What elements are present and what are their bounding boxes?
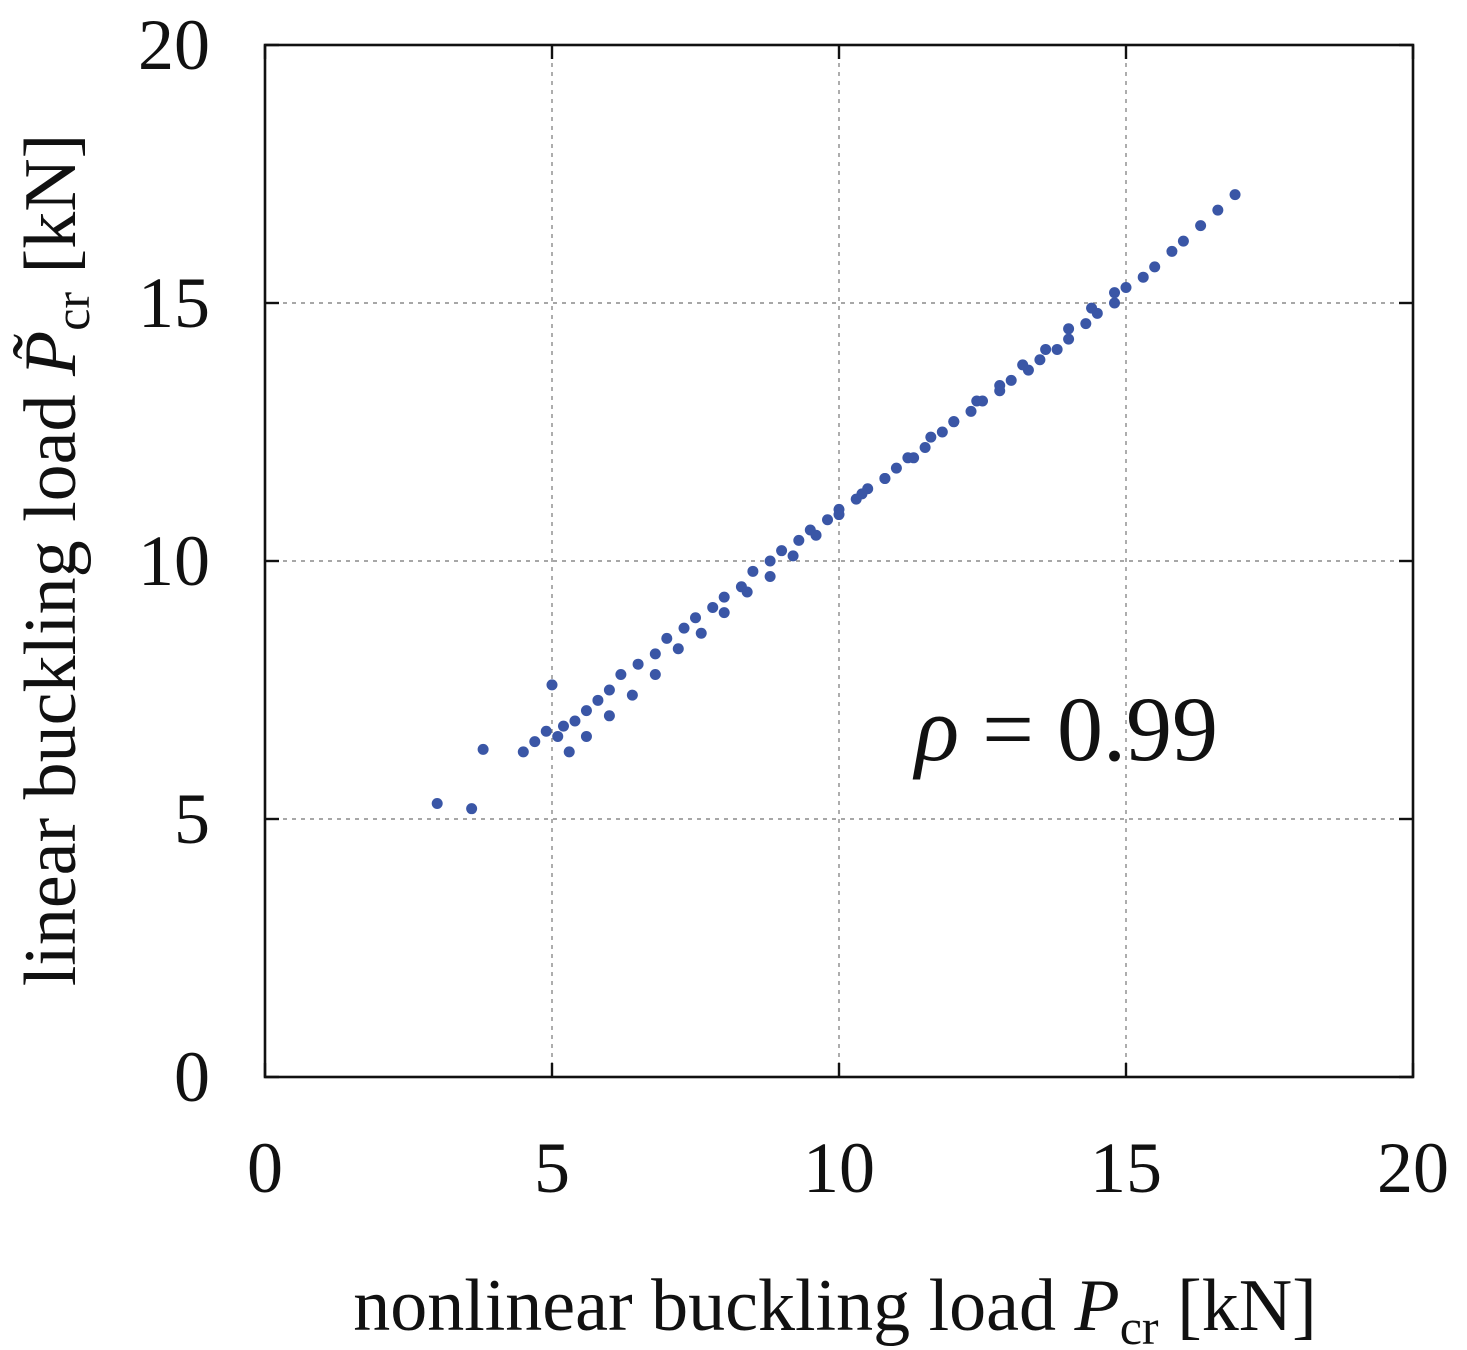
y-tick-label: 20: [138, 5, 210, 85]
scatter-point: [557, 720, 569, 732]
scatter-point: [431, 798, 443, 810]
scatter-point: [517, 746, 529, 758]
scatter-point: [764, 570, 776, 582]
scatter-point: [1229, 189, 1241, 201]
scatter-point: [603, 684, 615, 696]
y-tick-label: 10: [138, 521, 210, 601]
y-axis-label-symbol: P̃: [10, 331, 92, 377]
scatter-point: [678, 622, 690, 634]
scatter-point: [741, 586, 753, 598]
scatter-point: [466, 803, 478, 815]
y-axis-label-unit: [kN]: [10, 134, 92, 292]
scatter-point: [822, 514, 834, 526]
x-tick-labels: 0 5 10 15 20: [247, 1128, 1449, 1208]
scatter-point: [919, 441, 931, 453]
annotation-symbol: ρ: [912, 678, 959, 780]
scatter-point: [810, 529, 822, 541]
scatter-point: [1086, 302, 1098, 314]
scatter-point: [580, 730, 592, 742]
scatter-point: [649, 648, 661, 660]
x-axis-label-unit: [kN]: [1159, 1265, 1317, 1347]
scatter-point: [695, 627, 707, 639]
scatter-point: [833, 509, 845, 521]
scatter-point: [902, 452, 914, 464]
scatter-point: [707, 601, 719, 613]
scatter-point: [615, 669, 627, 681]
scatter-point: [632, 658, 644, 670]
scatter-point: [1109, 297, 1121, 309]
scatter-point: [1109, 287, 1121, 299]
scatter-point: [718, 607, 730, 619]
scatter-point: [649, 669, 661, 681]
scatter-point: [890, 462, 902, 474]
annotation-text: = 0.99: [959, 678, 1218, 780]
x-axis-label: nonlinear buckling load Pcr [kN]: [353, 1265, 1317, 1350]
y-tick-label: 5: [174, 779, 210, 859]
scatter-point: [793, 534, 805, 546]
x-axis-label-symbol: P: [1074, 1265, 1120, 1347]
scatter-point: [1137, 271, 1149, 283]
scatter-point: [971, 395, 983, 407]
scatter-point: [1120, 282, 1132, 294]
scatter-point: [1149, 261, 1161, 273]
x-tick-label: 15: [1090, 1128, 1162, 1208]
scatter-point: [552, 730, 564, 742]
y-axis-label-text: linear buckling load: [10, 376, 92, 986]
scatter-point: [787, 550, 799, 562]
scatter-point: [718, 591, 730, 603]
scatter-point: [1034, 354, 1046, 366]
x-tick-label: 20: [1377, 1128, 1449, 1208]
scatter-point: [569, 715, 581, 727]
x-axis-label-text: nonlinear buckling load: [353, 1265, 1074, 1347]
scatter-point: [764, 555, 776, 567]
scatter-point: [540, 725, 552, 737]
scatter-point: [925, 431, 937, 443]
data-points: [431, 189, 1241, 815]
scatter-point: [477, 743, 489, 755]
y-tick-label: 15: [138, 263, 210, 343]
y-tick-label: 0: [174, 1037, 210, 1117]
scatter-point: [1063, 333, 1075, 345]
y-axis-label: linear buckling load P̃cr [kN]: [10, 134, 100, 987]
scatter-point: [672, 643, 684, 655]
plot-frame: [263, 43, 1415, 1079]
scatter-point: [661, 632, 673, 644]
scatter-point: [1080, 318, 1092, 330]
scatter-point: [776, 545, 788, 557]
scatter-point: [879, 472, 891, 484]
scatter-point: [1177, 235, 1189, 247]
scatter-point: [1005, 374, 1017, 386]
scatter-point: [1212, 204, 1224, 216]
scatter-point: [690, 612, 701, 624]
x-tick-label: 10: [803, 1128, 875, 1208]
x-tick-label: 5: [534, 1128, 570, 1208]
scatter-point: [592, 694, 604, 706]
scatter-point: [1017, 359, 1029, 371]
scatter-point: [1195, 220, 1207, 232]
scatter-point: [546, 679, 558, 691]
scatter-point: [529, 736, 541, 748]
x-tick-label: 0: [247, 1128, 283, 1208]
y-tick-labels: 0 5 10 15 20: [138, 5, 210, 1117]
scatter-point: [580, 705, 592, 717]
scatter-point: [856, 488, 868, 500]
scatter-point: [948, 416, 960, 428]
scatter-point: [747, 565, 759, 577]
scatter-point: [626, 689, 638, 701]
scatter-point: [1063, 323, 1075, 335]
scatter-point: [965, 405, 977, 417]
scatter-point: [1040, 343, 1052, 355]
scatter-point: [563, 746, 575, 758]
correlation-annotation: ρ = 0.99: [912, 678, 1218, 780]
scatter-point: [936, 426, 948, 438]
scatter-point: [603, 710, 615, 722]
scatter-point: [994, 380, 1006, 392]
scatter-point: [1051, 343, 1063, 355]
x-axis-label-subscript: cr: [1120, 1299, 1159, 1350]
grid-lines: [265, 45, 1413, 1077]
y-axis-label-subscript: cr: [44, 292, 100, 331]
scatter-point: [1166, 245, 1178, 257]
